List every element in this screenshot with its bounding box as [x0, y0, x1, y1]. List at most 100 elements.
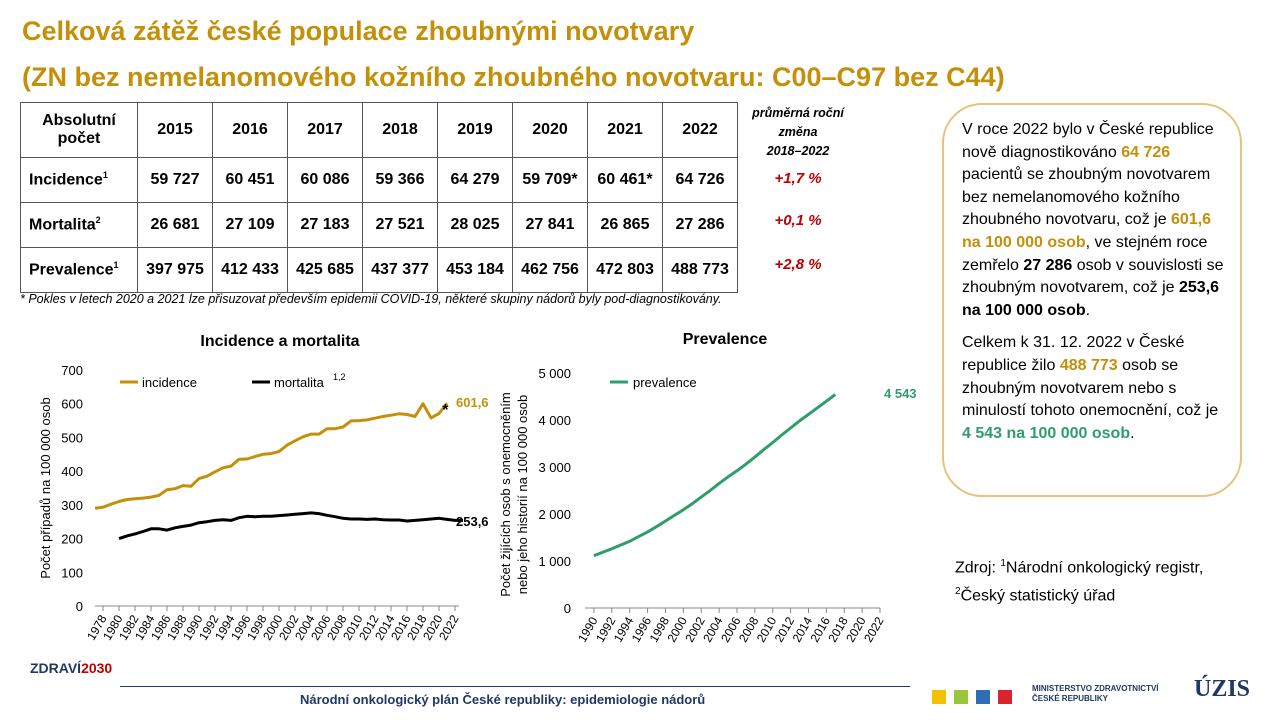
year-header: 2020: [512, 102, 588, 158]
row-label-sup: 1: [102, 170, 108, 181]
table-corner-header: Absolutní počet: [20, 102, 138, 158]
source-note: Zdroj: 1Národní onkologický registr, 2Če…: [955, 552, 1203, 609]
row-label-text: Prevalence: [29, 261, 114, 279]
logo-text: MINISTERSTVO ZDRAVOTNICTVÍ: [1032, 684, 1159, 693]
table-cell: 453 184: [437, 247, 513, 293]
logo-text: 2030: [81, 660, 113, 676]
page-title: Celková zátěž české populace zhoubnými n…: [22, 16, 695, 46]
row-label-text: Incidence: [29, 171, 103, 189]
y-tick-label: 0: [76, 599, 83, 614]
annotation-asterisk: *: [442, 402, 449, 419]
source-text: Národní onkologický registr,: [1005, 559, 1204, 577]
summary-paragraph-1: V roce 2022 bylo v České republice nově …: [962, 119, 1224, 322]
source-prefix: Zdroj:: [955, 559, 1001, 577]
source-sup: 1: [1000, 558, 1006, 569]
legend-label: mortalita: [274, 375, 325, 390]
y-tick-label: 500: [61, 430, 83, 445]
logo-text: ZDRAVÍ: [30, 660, 82, 676]
y-tick-label: 1 000: [538, 554, 571, 569]
end-label-prevalence: 4 543: [884, 386, 917, 401]
summary-paragraph-2: Celkem k 31. 12. 2022 v České republice …: [962, 332, 1224, 445]
summary-highlight: 253,6 na 100 000 osob: [962, 279, 1220, 319]
change-header-line3: 2018–2022: [766, 144, 830, 158]
corner-line2: počet: [57, 130, 101, 147]
change-header: průměrná roční změna 2018–2022: [738, 104, 858, 161]
mz-logo-square-icon: [998, 690, 1012, 704]
uzis-logo: ÚZIS: [1194, 676, 1251, 702]
y-tick-label: 200: [61, 532, 83, 547]
summary-highlight: 601,6 na 100 000 osob: [962, 211, 1212, 251]
year-header: 2015: [137, 102, 213, 158]
zdravi2030-logo: ZDRAVÍ2030: [30, 660, 112, 676]
summary-box: V roce 2022 bylo v České republice nově …: [942, 103, 1242, 497]
summary-text: , ve stejném roce zemřelo: [962, 233, 1208, 274]
summary-text: Celkem k 31. 12. 2022 v České republice …: [962, 334, 1185, 374]
legend-sup: 1,2: [333, 372, 346, 382]
x-tick-label: 2022: [861, 614, 887, 644]
series-line-mortalita: [118, 511, 464, 541]
change-prevalence: +2,8 %: [774, 256, 822, 273]
chart1-title: Incidence a mortalita: [200, 333, 360, 350]
row-label: Mortalita2: [20, 202, 138, 248]
summary-text: osob v souvislosti se zhoubným novotvare…: [962, 256, 1224, 297]
table-cell: 60 086: [287, 157, 363, 203]
table-cell: 60 461*: [587, 157, 663, 203]
summary-highlight: 27 286: [1023, 256, 1073, 274]
source-sup: 2: [955, 586, 961, 598]
summary-text: osob se zhoubným novotvarem nebo s minul…: [962, 356, 1219, 420]
legend-label: prevalence: [633, 375, 697, 390]
table-row-prevalence: Prevalence1 397 975 412 433 425 685 437 …: [20, 247, 738, 293]
summary-text: .: [1130, 424, 1135, 442]
summary-text: .: [1085, 301, 1091, 319]
table-cell: 462 756: [512, 247, 588, 293]
mz-logo-square-icon: [954, 690, 968, 704]
y-axis-label: Počet případů na 100 000 osob: [38, 397, 53, 578]
table-cell: 26 865: [587, 202, 663, 248]
legend-label: incidence: [142, 375, 197, 390]
mz-logo-square-icon: [932, 690, 946, 704]
mz-logo-square-icon: [976, 690, 990, 704]
table-cell: 64 279: [437, 157, 513, 203]
change-mortalita: +0,1 %: [774, 212, 822, 229]
table-header-row: Absolutní počet 2015 2016 2017 2018 2019 …: [20, 102, 738, 158]
end-label-mortalita: 253,6: [456, 514, 489, 529]
corner-line1: Absolutní: [42, 112, 116, 129]
ministry-logo: MINISTERSTVO ZDRAVOTNICTVÍ ČESKÉ REPUBLIK…: [1032, 684, 1159, 704]
table-cell: 488 773: [662, 247, 738, 293]
row-label-sup: 2: [95, 215, 101, 226]
source-line2: 2Český statistický úřad: [955, 580, 1203, 608]
y-tick-label: 5 000: [538, 366, 571, 381]
table-cell: 27 183: [287, 202, 363, 248]
series-line-incidence: [94, 402, 449, 510]
table-cell: 27 286: [662, 202, 738, 248]
footer-divider: [120, 686, 910, 687]
table-cell: 397 975: [137, 247, 213, 293]
y-tick-label: 3 000: [538, 460, 571, 475]
y-axis-label: Počet žijících osob s onemocněním: [498, 392, 513, 597]
summary-highlight: 4 543 na 100 000 osob: [962, 424, 1131, 442]
table-cell: 64 726: [662, 157, 738, 203]
y-tick-label: 100: [61, 565, 83, 580]
table-cell: 425 685: [287, 247, 363, 293]
row-label-text: Mortalita: [29, 216, 96, 234]
change-header-line2: změna: [778, 125, 818, 139]
table-cell: 59 366: [362, 157, 438, 203]
footer-text: Národní onkologický plán České republiky…: [300, 692, 706, 707]
y-tick-label: 2 000: [538, 507, 571, 522]
table-cell: 59 727: [137, 157, 213, 203]
change-header-line1: průměrná roční: [752, 106, 844, 120]
row-label-sup: 1: [113, 260, 119, 271]
year-header: 2016: [212, 102, 288, 158]
y-tick-label: 400: [61, 464, 83, 479]
row-label: Incidence1: [20, 157, 138, 203]
page-subtitle: (ZN bez nemelanomového kožního zhoubného…: [22, 62, 1005, 92]
source-line1: Zdroj: 1Národní onkologický registr,: [955, 552, 1203, 580]
table-footnote: * Pokles v letech 2020 a 2021 lze přisuz…: [20, 292, 722, 306]
summary-text: V roce 2022 bylo v České republice nově …: [962, 121, 1214, 161]
y-tick-label: 300: [61, 498, 83, 513]
y-tick-label: 600: [61, 397, 83, 412]
change-incidence: +1,7 %: [774, 170, 822, 187]
summary-highlight: 488 773: [1059, 356, 1118, 374]
